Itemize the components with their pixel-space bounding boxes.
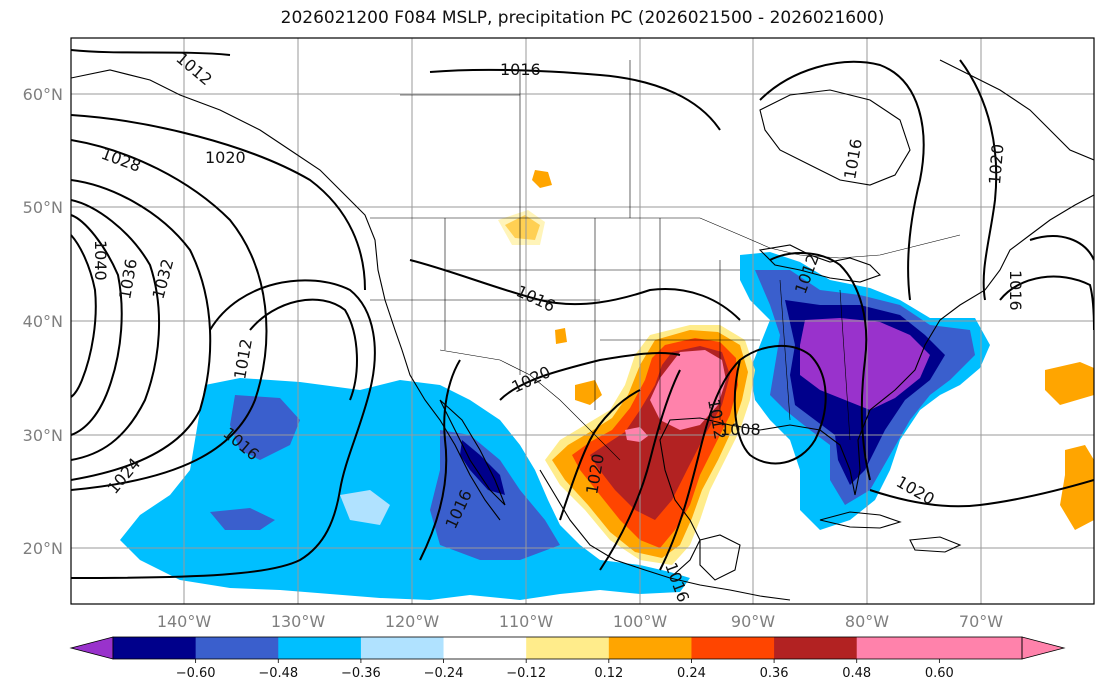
coast-hudson xyxy=(759,89,911,186)
isobars xyxy=(71,49,1094,579)
political-borders xyxy=(370,60,961,461)
precip-rockies-yellow xyxy=(498,210,545,245)
isobar-1012-north xyxy=(71,49,231,56)
precip-atlantic-spot xyxy=(1045,362,1094,405)
precip-pacific-royal-west xyxy=(210,508,275,530)
precip-pacific-royal xyxy=(230,395,300,460)
lon-label: 100°W xyxy=(613,612,668,631)
isobar-1016-east xyxy=(759,61,925,301)
isobar-1008-low xyxy=(733,344,827,465)
colorbar-segment xyxy=(691,637,775,659)
colorbar-frame xyxy=(112,636,1023,660)
isobar-1012-west xyxy=(249,298,358,401)
colorbar-extend-high xyxy=(1021,636,1066,660)
isobar-label: 1008 xyxy=(720,420,761,439)
colorbar-extend-low xyxy=(69,636,114,660)
colorbar-segment xyxy=(939,637,1023,659)
map-frame xyxy=(70,37,1095,605)
lon-label: 90°W xyxy=(731,612,775,631)
coast-alaska-bc xyxy=(71,69,501,521)
lat-label: 60°N xyxy=(23,85,63,104)
colorbar-tick-label: −0.48 xyxy=(258,666,298,681)
isobar-label: 1040 xyxy=(91,240,110,281)
isobar-1016-baja xyxy=(419,359,461,561)
coast-atlantic xyxy=(854,194,1094,496)
lon-label: 120°W xyxy=(385,612,440,631)
colorbar-tick-label: −0.24 xyxy=(424,666,464,681)
lon-label: 140°W xyxy=(157,612,212,631)
isobar-1012-gulf xyxy=(659,359,741,571)
precip-canada-spot xyxy=(532,170,552,188)
isobar-pacific-1020 xyxy=(71,114,366,291)
precip-central-pink xyxy=(650,350,726,430)
colorbar-tick-label: 0.48 xyxy=(842,666,871,681)
coast-gulf xyxy=(659,417,856,579)
border-us-canada xyxy=(370,217,961,259)
coastlines xyxy=(71,59,1094,601)
colorbar-tick-label: −0.36 xyxy=(341,666,381,681)
isobar-pacific-3 xyxy=(71,199,161,461)
border-us-mexico xyxy=(439,349,621,461)
isobar-1020-central xyxy=(499,351,681,401)
lat-label: 40°N xyxy=(23,312,63,331)
colorbar-segment xyxy=(608,637,692,659)
isobar-pacific-4 xyxy=(71,214,123,436)
isobar-1020-mexico xyxy=(559,389,641,521)
colorbar-segment xyxy=(443,637,527,659)
isobar-pacific-1 xyxy=(71,139,268,491)
isobar-pacific-5 xyxy=(71,234,97,398)
colorbar-segment xyxy=(278,637,362,659)
lat-label: 30°N xyxy=(23,426,63,445)
lon-label: 130°W xyxy=(271,612,326,631)
isobar-pacific-2 xyxy=(71,179,212,481)
coast-mexico-west xyxy=(539,469,671,579)
lon-label: 70°W xyxy=(959,612,1003,631)
colorbar-tick-label: 0.60 xyxy=(925,666,954,681)
colorbar-segment xyxy=(774,637,858,659)
precip-baja-navy xyxy=(460,440,505,495)
isobar-1016-central xyxy=(409,259,741,321)
lat-label: 50°N xyxy=(23,198,63,217)
isobar-label: 1020 xyxy=(205,148,246,167)
coast-central-america xyxy=(669,577,791,601)
precip-atlantic-spot-2 xyxy=(1060,445,1094,530)
longitude-labels: 140°W 130°W 120°W 110°W 100°W 90°W 80°W … xyxy=(157,612,1003,631)
isobar-pacific-1016 xyxy=(71,279,376,579)
colorbar-tick-label: 0.24 xyxy=(677,666,706,681)
colorbar: −0.60 −0.48 −0.36 −0.24 −0.12 0.12 0.24 0.36 0.4… xyxy=(69,636,1066,681)
colorbar-segment xyxy=(113,637,197,659)
coast-yucatan xyxy=(699,534,741,581)
coast-hispaniola xyxy=(909,536,962,553)
isobar-label: 1016 xyxy=(1006,270,1025,311)
precip-utah-spot xyxy=(555,328,567,344)
colorbar-segment xyxy=(856,637,940,659)
colorbar-segment xyxy=(360,637,445,659)
isobar-1012-east xyxy=(769,252,871,481)
colorbar-tick-label: 0.36 xyxy=(760,666,789,681)
isobar-1016-north xyxy=(429,68,721,131)
isobar-1016-atlantic xyxy=(1029,235,1094,261)
precip-pacific-light xyxy=(340,490,390,525)
graticule xyxy=(71,38,1094,604)
coast-baja xyxy=(439,399,506,506)
coast-cuba xyxy=(819,511,902,529)
isobar-1020-se xyxy=(869,479,1094,508)
isobar-label: 1020 xyxy=(985,143,1007,185)
border-state-10 xyxy=(839,289,851,441)
colorbar-segment xyxy=(195,637,279,659)
border-state-9 xyxy=(779,279,791,421)
colorbar-tick-label: 0.12 xyxy=(594,666,623,681)
isobar-1020-atlantic xyxy=(959,59,998,301)
lat-label: 20°N xyxy=(23,539,63,558)
isobar-label: 1016 xyxy=(500,60,541,79)
isobar-1016-mexico xyxy=(599,369,681,571)
colorbar-segment xyxy=(526,637,610,659)
colorbar-tick-label: −0.60 xyxy=(176,666,216,681)
lon-label: 110°W xyxy=(499,612,554,631)
map-title: 2026021200 F084 MSLP, precipitation PC (… xyxy=(280,8,885,28)
latitude-labels: 60°N 50°N 40°N 30°N 20°N xyxy=(23,85,63,558)
lon-label: 80°W xyxy=(845,612,889,631)
colorbar-tick-label: −0.12 xyxy=(506,666,546,681)
